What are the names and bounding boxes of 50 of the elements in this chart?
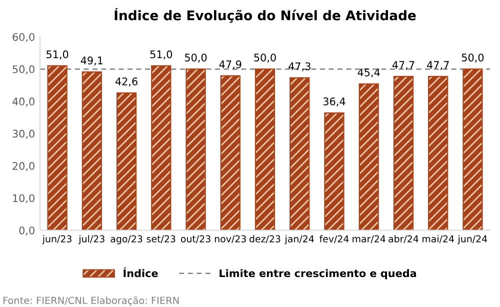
data-label: 51,0 [46, 50, 68, 60]
y-tick-label: 30,0 [12, 130, 34, 139]
bar [393, 76, 414, 230]
y-tick-label: 60,0 [12, 33, 34, 42]
x-tick-label: jan/24 [284, 235, 314, 244]
data-label: 42,6 [115, 77, 138, 86]
y-tick-label: 20,0 [12, 162, 34, 171]
data-label: 47,7 [392, 61, 414, 70]
x-tick-label: nov/23 [214, 235, 246, 244]
bar [324, 112, 344, 230]
data-label: 50,0 [184, 54, 207, 63]
chart-title: Índice de Evolução do Nível de Atividade [114, 8, 416, 23]
data-label: 49,1 [80, 56, 103, 66]
y-tick-label: 40,0 [12, 98, 34, 106]
data-label: 47,7 [426, 61, 449, 70]
bar [116, 92, 137, 230]
bar [151, 65, 172, 230]
bar [82, 71, 102, 230]
x-tick-label: dez/23 [250, 235, 280, 244]
x-tick-label: set/23 [146, 235, 176, 244]
bar [290, 77, 310, 230]
x-tick-label: abr/24 [388, 235, 418, 244]
bar [186, 68, 206, 230]
bar [462, 68, 483, 230]
source-note: Fonte: FIERN/CNL Elaboração: FIERN [3, 296, 179, 306]
x-tick-label: mai/24 [422, 235, 454, 244]
bar [428, 76, 448, 230]
data-label: 50,0 [462, 54, 484, 63]
x-tick-label: jun/23 [42, 235, 72, 244]
bar [47, 65, 68, 230]
data-label: 51,0 [150, 50, 172, 60]
y-tick-label: 0,0 [19, 226, 34, 236]
legend-label: Limite entre crescimento e queda [220, 269, 416, 280]
data-label: 47,9 [219, 60, 242, 70]
x-tick-label: jun/24 [458, 235, 488, 244]
bar [220, 75, 240, 230]
data-label: 47,3 [288, 62, 310, 72]
bar [358, 83, 379, 230]
x-tick-label: ago/23 [110, 235, 142, 244]
legend-label: Índice [124, 267, 158, 278]
data-label: 36,4 [323, 97, 346, 106]
data-label: 45,4 [358, 68, 380, 78]
y-tick-label: 50,0 [12, 65, 34, 74]
bar [254, 68, 276, 230]
data-label: 50,0 [254, 54, 276, 63]
x-tick-label: out/23 [180, 235, 210, 244]
x-tick-label: fev/24 [319, 235, 349, 244]
y-tick-label: 10,0 [13, 194, 34, 204]
x-tick-label: jul/23 [78, 235, 104, 244]
x-tick-label: mar/24 [352, 235, 386, 244]
